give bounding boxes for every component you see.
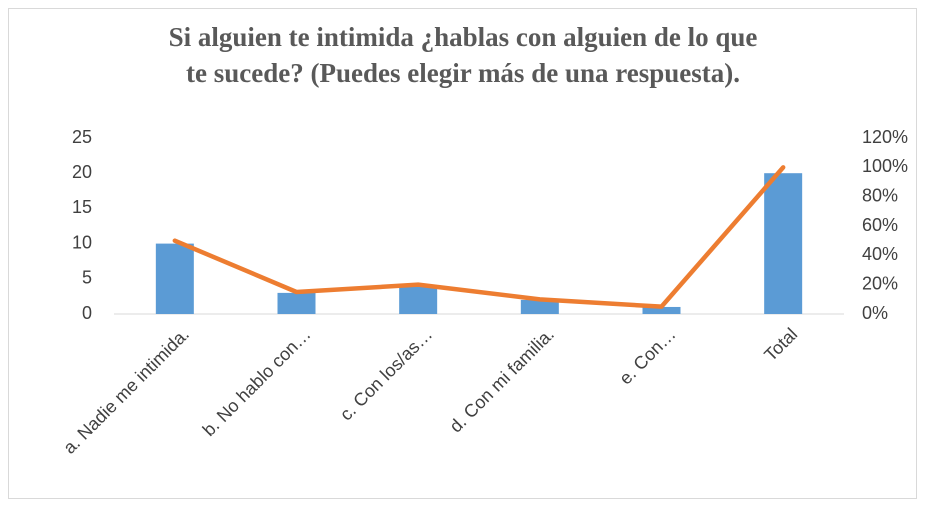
- y-tick-label: 10: [72, 232, 92, 252]
- y2-tick-label: 40%: [862, 244, 898, 264]
- y2-tick-label: 100%: [862, 156, 908, 176]
- y2-tick-label: 120%: [862, 127, 908, 147]
- bar: [155, 243, 194, 314]
- line: [172, 165, 786, 309]
- y2-tick-label: 0%: [862, 303, 888, 323]
- y-tick-label: 20: [72, 162, 92, 182]
- y2-tick-label: 80%: [862, 185, 898, 205]
- y-tick-label: 5: [82, 268, 92, 288]
- y-tick-label: 25: [72, 127, 92, 147]
- y2-tick-label: 60%: [862, 215, 898, 235]
- y-tick-label: 0: [82, 303, 92, 323]
- chart-title: te sucede? (Puedes elegir más de una res…: [186, 58, 740, 88]
- y2-tick-label: 20%: [862, 273, 898, 293]
- y-tick-label: 15: [72, 197, 92, 217]
- bar: [277, 292, 316, 314]
- bar: [520, 299, 559, 314]
- bar: [764, 173, 803, 314]
- bar: [399, 285, 438, 314]
- chart-title: Si alguien te intimida ¿hablas con algui…: [169, 22, 758, 52]
- bar: [642, 306, 681, 314]
